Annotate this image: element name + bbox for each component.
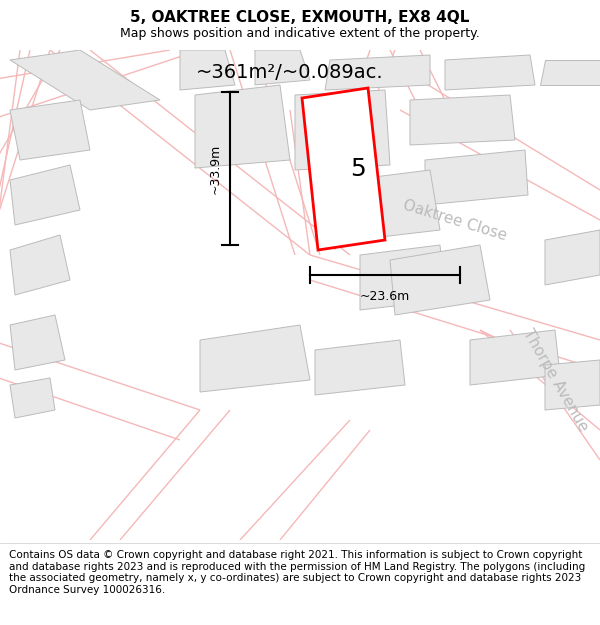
Polygon shape [540,60,600,85]
Polygon shape [180,50,235,90]
Polygon shape [315,340,405,395]
Polygon shape [360,245,445,310]
Text: Contains OS data © Crown copyright and database right 2021. This information is : Contains OS data © Crown copyright and d… [9,550,585,595]
Polygon shape [10,165,80,225]
Polygon shape [10,100,90,160]
Polygon shape [10,235,70,295]
Polygon shape [200,325,310,392]
Polygon shape [255,50,310,85]
Text: ~33.9m: ~33.9m [209,143,221,194]
Polygon shape [325,55,430,90]
Text: 5: 5 [350,157,366,181]
Polygon shape [195,85,290,168]
Polygon shape [410,95,515,145]
Text: Oaktree Close: Oaktree Close [401,197,509,243]
Polygon shape [10,378,55,418]
Polygon shape [390,245,490,315]
Text: ~23.6m: ~23.6m [360,291,410,304]
Polygon shape [302,88,385,250]
Polygon shape [445,55,535,90]
Polygon shape [295,90,390,170]
Text: ~361m²/~0.089ac.: ~361m²/~0.089ac. [196,63,384,82]
Text: Thorpe Avenue: Thorpe Avenue [520,326,590,434]
Polygon shape [10,50,160,110]
Polygon shape [10,315,65,370]
Polygon shape [470,330,560,385]
Text: 5, OAKTREE CLOSE, EXMOUTH, EX8 4QL: 5, OAKTREE CLOSE, EXMOUTH, EX8 4QL [130,10,470,25]
Polygon shape [425,150,528,205]
Polygon shape [545,230,600,285]
Polygon shape [350,170,440,240]
Polygon shape [545,360,600,410]
Text: Map shows position and indicative extent of the property.: Map shows position and indicative extent… [120,27,480,40]
